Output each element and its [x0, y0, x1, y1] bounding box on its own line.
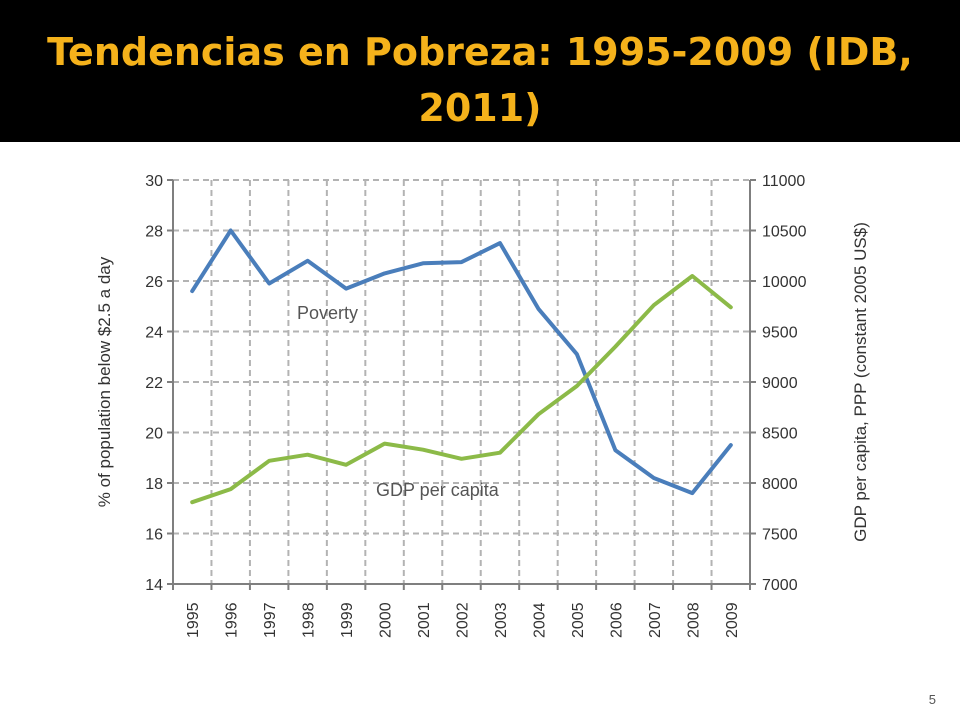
- series-label-poverty: Poverty: [297, 303, 358, 323]
- chart-series: [190, 228, 733, 505]
- chart: 14 16 18 20 22 24 26 28 30 7000 7500 8000 8500 9000 95…: [95, 173, 870, 638]
- y2-tick-label: 9500: [762, 325, 798, 342]
- x-tick-label: 2003: [493, 602, 510, 638]
- x-tick-label: 1996: [224, 602, 241, 638]
- y-tick-label: 22: [145, 375, 163, 392]
- x-tick-label: 2008: [685, 602, 702, 638]
- x-tick-label: 2002: [455, 602, 472, 638]
- y2-tick-label: 9000: [762, 375, 798, 392]
- x-tick-label: 2001: [416, 602, 433, 638]
- chart-grid: [173, 179, 750, 584]
- x-tick-label: 1999: [339, 602, 356, 638]
- x-tick-label: 2006: [608, 602, 625, 638]
- y2-tick-label: 7000: [762, 577, 798, 594]
- x-tick-label: 1997: [262, 602, 279, 638]
- y-tick-label: 20: [145, 426, 163, 443]
- y-tick-label: 16: [145, 527, 163, 544]
- x-tick-label: 2004: [531, 602, 548, 638]
- y2-tick-label: 11000: [762, 173, 805, 190]
- chart-axes: [167, 179, 756, 590]
- series-line: [190, 274, 733, 505]
- y-tick-label: 14: [145, 577, 163, 594]
- title-bar: Tendencias en Pobreza: 1995-2009 (IDB, 2…: [0, 0, 960, 142]
- chart-labels: 14 16 18 20 22 24 26 28 30 7000 7500 8000 8500 9000 95…: [95, 173, 870, 638]
- page-number: 5: [928, 692, 936, 707]
- x-tick-label: 2000: [378, 602, 395, 638]
- x-tick-label: 1995: [185, 602, 202, 638]
- y2-axis-title: GDP per capita, PPP (constant 2005 US$): [851, 222, 870, 542]
- x-tick-label: 2005: [570, 602, 587, 638]
- slide-title: Tendencias en Pobreza: 1995-2009 (IDB, 2…: [47, 30, 913, 130]
- y-tick-label: 30: [145, 173, 163, 190]
- x-tick-label: 2007: [647, 602, 664, 638]
- y-tick-label: 24: [145, 325, 163, 342]
- y-tick-label: 26: [145, 274, 163, 291]
- y2-tick-label: 8500: [762, 426, 798, 443]
- y-axis-title: % of population below $2.5 a day: [95, 256, 114, 507]
- y-tick-label: 18: [145, 476, 163, 493]
- y2-tick-label: 7500: [762, 527, 798, 544]
- y2-tick-label: 10000: [762, 274, 807, 291]
- x-tick-label: 2009: [724, 602, 741, 638]
- series-line: [190, 228, 733, 496]
- y2-tick-label: 8000: [762, 476, 798, 493]
- x-tick-label: 1998: [301, 602, 318, 638]
- y-tick-label: 28: [145, 224, 163, 241]
- y2-tick-label: 10500: [762, 224, 807, 241]
- series-label-gdp: GDP per capita: [376, 480, 500, 500]
